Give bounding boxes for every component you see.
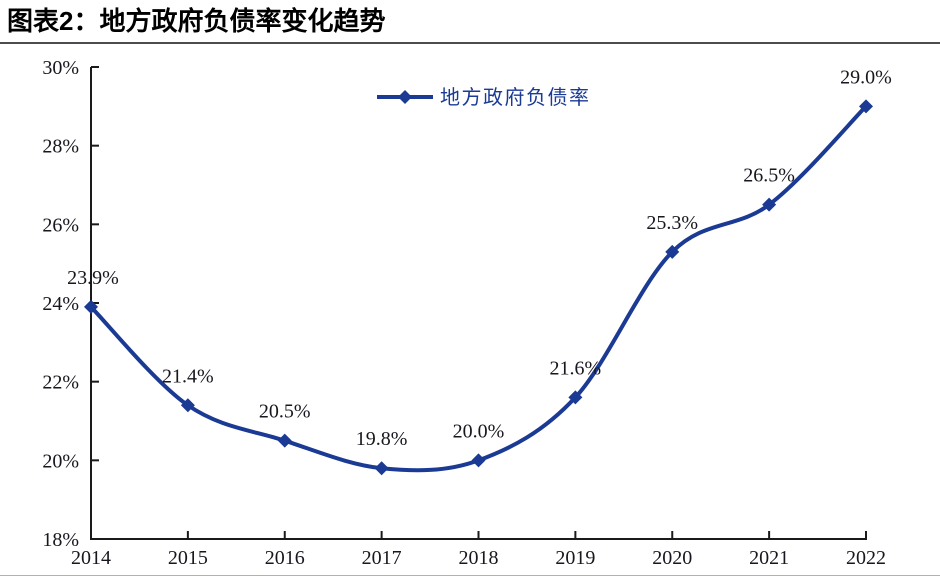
y-tick-label: 20% <box>42 450 79 472</box>
x-tick-label: 2019 <box>555 547 595 569</box>
data-point-label: 29.0% <box>840 66 892 88</box>
y-tick-label: 28% <box>42 136 79 158</box>
series-line <box>89 104 868 473</box>
x-tick-label: 2018 <box>459 547 499 569</box>
x-tick-label: 2021 <box>749 547 789 569</box>
y-tick-label: 22% <box>42 372 79 394</box>
y-tick-label: 18% <box>42 529 79 551</box>
data-point-marker <box>84 299 98 314</box>
x-tick-label: 2016 <box>265 547 305 569</box>
chart-title: 图表2：地方政府负债率变化趋势 <box>7 6 386 36</box>
data-point-label: 20.5% <box>259 401 311 423</box>
data-point-marker <box>568 390 583 405</box>
x-tick-label: 2015 <box>168 547 208 569</box>
y-tick-label: 26% <box>42 214 79 236</box>
title-divider <box>0 42 940 44</box>
data-point-marker <box>665 244 680 259</box>
data-point-label: 21.6% <box>550 357 602 379</box>
data-point-marker <box>277 433 292 448</box>
y-tick-label: 24% <box>42 293 79 315</box>
legend-marker <box>398 90 412 104</box>
x-tick-label: 2022 <box>846 547 886 569</box>
data-point-marker <box>471 453 486 468</box>
data-point-label: 20.0% <box>453 420 505 442</box>
data-point-label: 26.5% <box>743 165 795 187</box>
data-point-label: 19.8% <box>356 428 408 450</box>
x-tick-label: 2020 <box>652 547 692 569</box>
data-point-marker <box>374 461 389 476</box>
y-tick-label: 30% <box>42 57 79 79</box>
data-point-marker <box>180 398 195 413</box>
footer-divider <box>0 575 940 576</box>
x-tick-label: 2014 <box>71 547 111 569</box>
data-point-marker <box>859 99 873 114</box>
data-point-label: 23.9% <box>67 267 119 289</box>
data-point-label: 25.3% <box>646 212 698 234</box>
data-point-label: 21.4% <box>162 365 214 387</box>
legend-label: 地方政府负债率 <box>440 86 591 109</box>
data-point-marker <box>762 197 777 212</box>
x-tick-label: 2017 <box>362 547 402 569</box>
